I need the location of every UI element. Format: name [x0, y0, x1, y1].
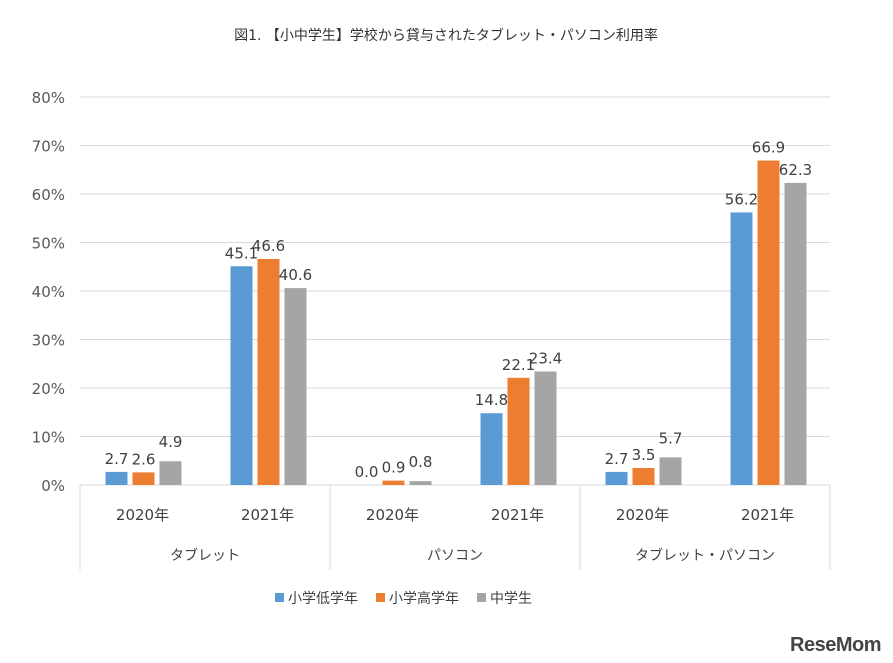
- data-label: 3.5: [632, 446, 656, 464]
- group-label: タブレット: [170, 547, 240, 564]
- legend-swatch: [477, 593, 486, 602]
- data-label: 2.7: [105, 450, 129, 468]
- bar: [507, 377, 530, 485]
- data-label: 45.1: [225, 244, 258, 262]
- legend-swatch: [275, 593, 284, 602]
- bar: [105, 471, 128, 485]
- resemom-logo: ReseMom: [790, 634, 881, 656]
- legend-label: 中学生: [490, 591, 532, 607]
- bar: [132, 472, 155, 485]
- legend-label: 小学低学年: [288, 591, 358, 607]
- bar: [284, 288, 307, 485]
- bar: [605, 471, 628, 485]
- data-label: 0.8: [409, 453, 433, 471]
- year-label: 2021年: [741, 506, 794, 524]
- year-label: 2020年: [616, 506, 669, 524]
- data-label: 22.1: [502, 356, 535, 374]
- y-tick-label: 20%: [32, 380, 65, 398]
- data-label: 46.6: [252, 237, 285, 255]
- data-label: 56.2: [725, 190, 758, 208]
- bar: [730, 212, 753, 485]
- y-tick-label: 10%: [32, 429, 65, 447]
- data-label: 66.9: [752, 139, 785, 157]
- data-label: 2.6: [132, 450, 156, 468]
- group-label: パソコン: [427, 548, 483, 564]
- bar: [257, 258, 280, 485]
- data-label: 62.3: [779, 161, 812, 179]
- y-tick-label: 80%: [32, 89, 65, 107]
- bar: [480, 413, 503, 485]
- y-tick-label: 50%: [32, 235, 65, 253]
- year-label: 2020年: [366, 506, 419, 524]
- y-tick-label: 0%: [41, 477, 65, 495]
- bar: [659, 457, 682, 485]
- data-label: 0.0: [355, 463, 379, 481]
- data-label: 40.6: [279, 266, 312, 284]
- bar: [409, 481, 432, 485]
- bar: [784, 182, 807, 485]
- year-label: 2021年: [241, 506, 294, 524]
- legend-swatch: [376, 593, 385, 602]
- year-label: 2020年: [116, 506, 169, 524]
- data-label: 5.7: [659, 429, 683, 447]
- data-label: 0.9: [382, 459, 406, 477]
- y-tick-label: 40%: [32, 283, 65, 301]
- bar: [632, 468, 655, 485]
- bar: [159, 461, 182, 485]
- chart-title: 図1. 【小中学生】学校から貸与されたタブレット・パソコン利用率: [234, 27, 658, 44]
- bar: [534, 371, 557, 485]
- legend-label: 小学高学年: [389, 590, 459, 607]
- data-label: 14.8: [475, 391, 508, 409]
- bar: [757, 160, 780, 485]
- y-tick-label: 60%: [32, 186, 65, 204]
- data-label: 4.9: [159, 433, 183, 451]
- group-label: タブレット・パソコン: [635, 547, 775, 564]
- bar: [230, 266, 253, 485]
- y-tick-label: 30%: [32, 332, 65, 350]
- bar: [382, 480, 405, 485]
- y-tick-label: 70%: [32, 138, 65, 156]
- data-label: 23.4: [529, 350, 562, 368]
- year-label: 2021年: [491, 506, 544, 524]
- data-label: 2.7: [605, 450, 629, 468]
